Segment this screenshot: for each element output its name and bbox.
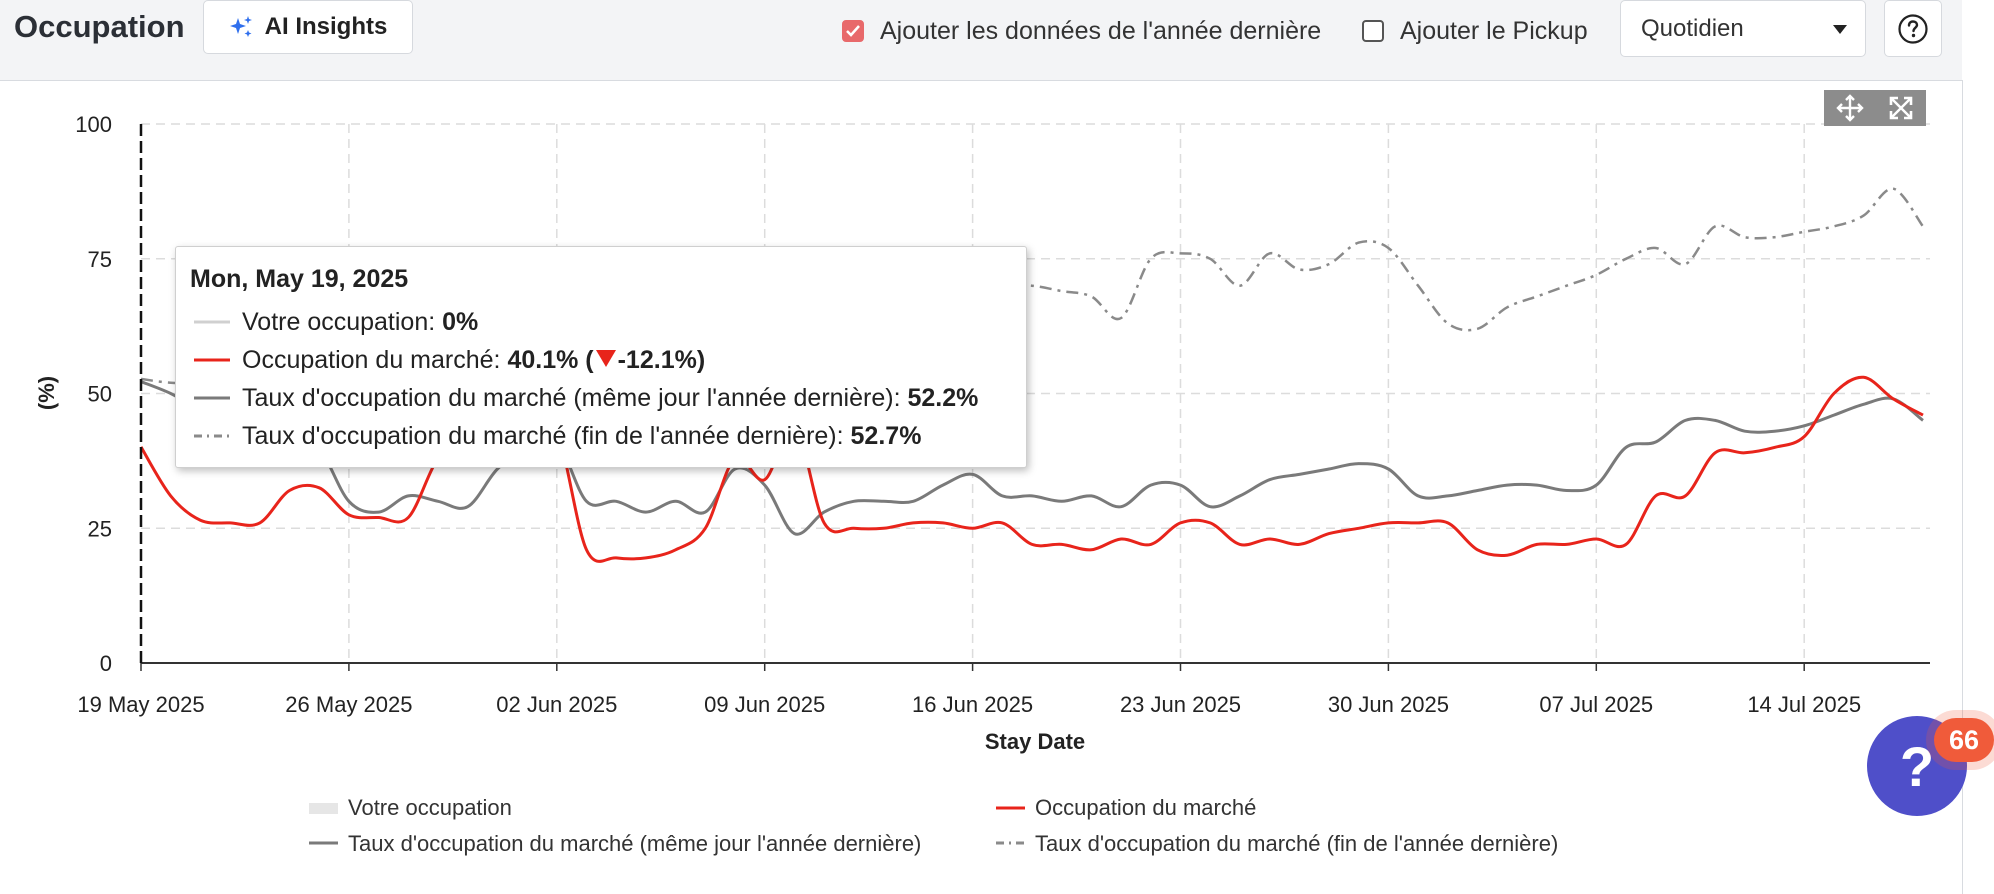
ai-insights-button[interactable]: AI Insights bbox=[203, 0, 413, 54]
y-tick-label: 0 bbox=[100, 651, 112, 676]
x-tick-label: 16 Jun 2025 bbox=[912, 692, 1033, 717]
legend-label-same-day-last-year: Taux d'occupation du marché (même jour l… bbox=[348, 831, 921, 856]
toolbar: Occupation AI Insights Ajouter les donné… bbox=[0, 0, 1962, 81]
tooltip-value: 0% bbox=[442, 307, 479, 336]
chart-tooltip: Mon, May 19, 2025 Votre occupation: 0% O… bbox=[175, 246, 1027, 468]
tooltip-label: Taux d'occupation du marché (fin de l'an… bbox=[242, 421, 844, 450]
tooltip-label: Votre occupation: bbox=[242, 307, 436, 336]
panel-border bbox=[1962, 80, 1963, 894]
checkbox-pickup[interactable]: Ajouter le Pickup bbox=[1362, 17, 1588, 45]
checkbox-pickup-label: Ajouter le Pickup bbox=[1400, 16, 1588, 45]
checkbox-last-year[interactable]: Ajouter les données de l'année dernière bbox=[842, 17, 1321, 45]
y-tick-label: 75 bbox=[88, 247, 112, 272]
x-tick-label: 26 May 2025 bbox=[285, 692, 412, 717]
series-same-day-last-year bbox=[140, 380, 1924, 536]
down-triangle-icon bbox=[595, 349, 616, 367]
chart-grid bbox=[141, 123, 1930, 663]
y-axis-title: (%) bbox=[34, 376, 59, 410]
tooltip-value: 40.1% bbox=[507, 345, 579, 374]
x-tick-label: 30 Jun 2025 bbox=[1328, 692, 1449, 717]
checkbox-unchecked-icon[interactable] bbox=[1362, 20, 1384, 42]
tooltip-value: 52.2% bbox=[907, 383, 979, 412]
y-tick-label: 100 bbox=[75, 112, 112, 137]
tooltip-row-market: Occupation du marché: 40.1% (-12.1%) bbox=[190, 341, 1012, 379]
x-tick-label: 07 Jul 2025 bbox=[1539, 692, 1653, 717]
tooltip-value: 52.7% bbox=[850, 421, 922, 450]
legend-item-same-day-last-year: Taux d'occupation du marché (même jour l… bbox=[309, 831, 921, 856]
legend-item-market: Occupation du marché bbox=[996, 795, 1256, 820]
legend-label-end-last-year: Taux d'occupation du marché (fin de l'an… bbox=[1035, 831, 1558, 856]
granularity-select[interactable]: Quotidien bbox=[1620, 0, 1866, 57]
legend-item-your-occupancy: Votre occupation bbox=[309, 795, 512, 820]
x-tick-label: 19 May 2025 bbox=[77, 692, 204, 717]
question-circle-icon bbox=[1898, 13, 1928, 44]
x-tick-label: 02 Jun 2025 bbox=[496, 692, 617, 717]
checkbox-checked-icon[interactable] bbox=[842, 20, 864, 42]
tooltip-label: Occupation du marché: bbox=[242, 345, 501, 374]
tooltip-swatch-market bbox=[194, 358, 230, 362]
legend: Votre occupation Occupation du marché Ta… bbox=[309, 795, 1558, 856]
chart-tools bbox=[1824, 90, 1926, 126]
question-mark-icon: ? bbox=[1899, 734, 1935, 798]
tooltip-delta: -12.1% bbox=[617, 345, 697, 374]
tooltip-swatch-same-day-last-year bbox=[194, 396, 230, 400]
legend-label-your-occupancy: Votre occupation bbox=[348, 795, 512, 820]
x-tick-label: 09 Jun 2025 bbox=[704, 692, 825, 717]
legend-item-end-last-year: Taux d'occupation du marché (fin de l'an… bbox=[996, 831, 1558, 856]
y-tick-label: 50 bbox=[88, 382, 112, 407]
tooltip-row-end-last-year: Taux d'occupation du marché (fin de l'an… bbox=[190, 417, 1012, 455]
sparkle-icon bbox=[229, 16, 252, 37]
notification-badge[interactable]: 66 bbox=[1934, 718, 1994, 762]
x-axis-title: Stay Date bbox=[985, 729, 1085, 754]
legend-swatch-your-occupancy bbox=[309, 803, 338, 814]
help-button[interactable] bbox=[1884, 0, 1942, 57]
ai-insights-label: AI Insights bbox=[264, 13, 388, 40]
page-title: Occupation bbox=[14, 9, 185, 44]
x-axis-ticks: 19 May 2025 26 May 2025 02 Jun 2025 09 Jun … bbox=[77, 663, 1861, 717]
x-tick-label: 23 Jun 2025 bbox=[1120, 692, 1241, 717]
tooltip-swatch-end-last-year bbox=[194, 434, 230, 438]
tooltip-row-same-day-last-year: Taux d'occupation du marché (même jour l… bbox=[190, 379, 1012, 417]
pan-icon[interactable] bbox=[1830, 90, 1870, 126]
tooltip-label: Taux d'occupation du marché (même jour l… bbox=[242, 383, 901, 412]
tooltip-swatch-your-occupancy bbox=[194, 320, 230, 324]
tooltip-date: Mon, May 19, 2025 bbox=[190, 265, 409, 293]
occupancy-chart: 0 25 50 75 100 19 May 2025 26 May 2025 02 Jun … bbox=[34, 112, 1930, 856]
x-tick-label: 14 Jul 2025 bbox=[1747, 692, 1861, 717]
y-tick-label: 25 bbox=[88, 516, 112, 541]
checkbox-last-year-label: Ajouter les données de l'année dernière bbox=[880, 16, 1322, 45]
y-axis-ticks: 0 25 50 75 100 bbox=[75, 112, 112, 676]
caret-down-icon bbox=[1833, 25, 1847, 34]
granularity-select-value: Quotidien bbox=[1641, 14, 1744, 42]
fullscreen-icon[interactable] bbox=[1881, 90, 1921, 126]
tooltip-row-your-occupancy: Votre occupation: 0% bbox=[190, 303, 1012, 341]
legend-label-market: Occupation du marché bbox=[1035, 795, 1256, 820]
